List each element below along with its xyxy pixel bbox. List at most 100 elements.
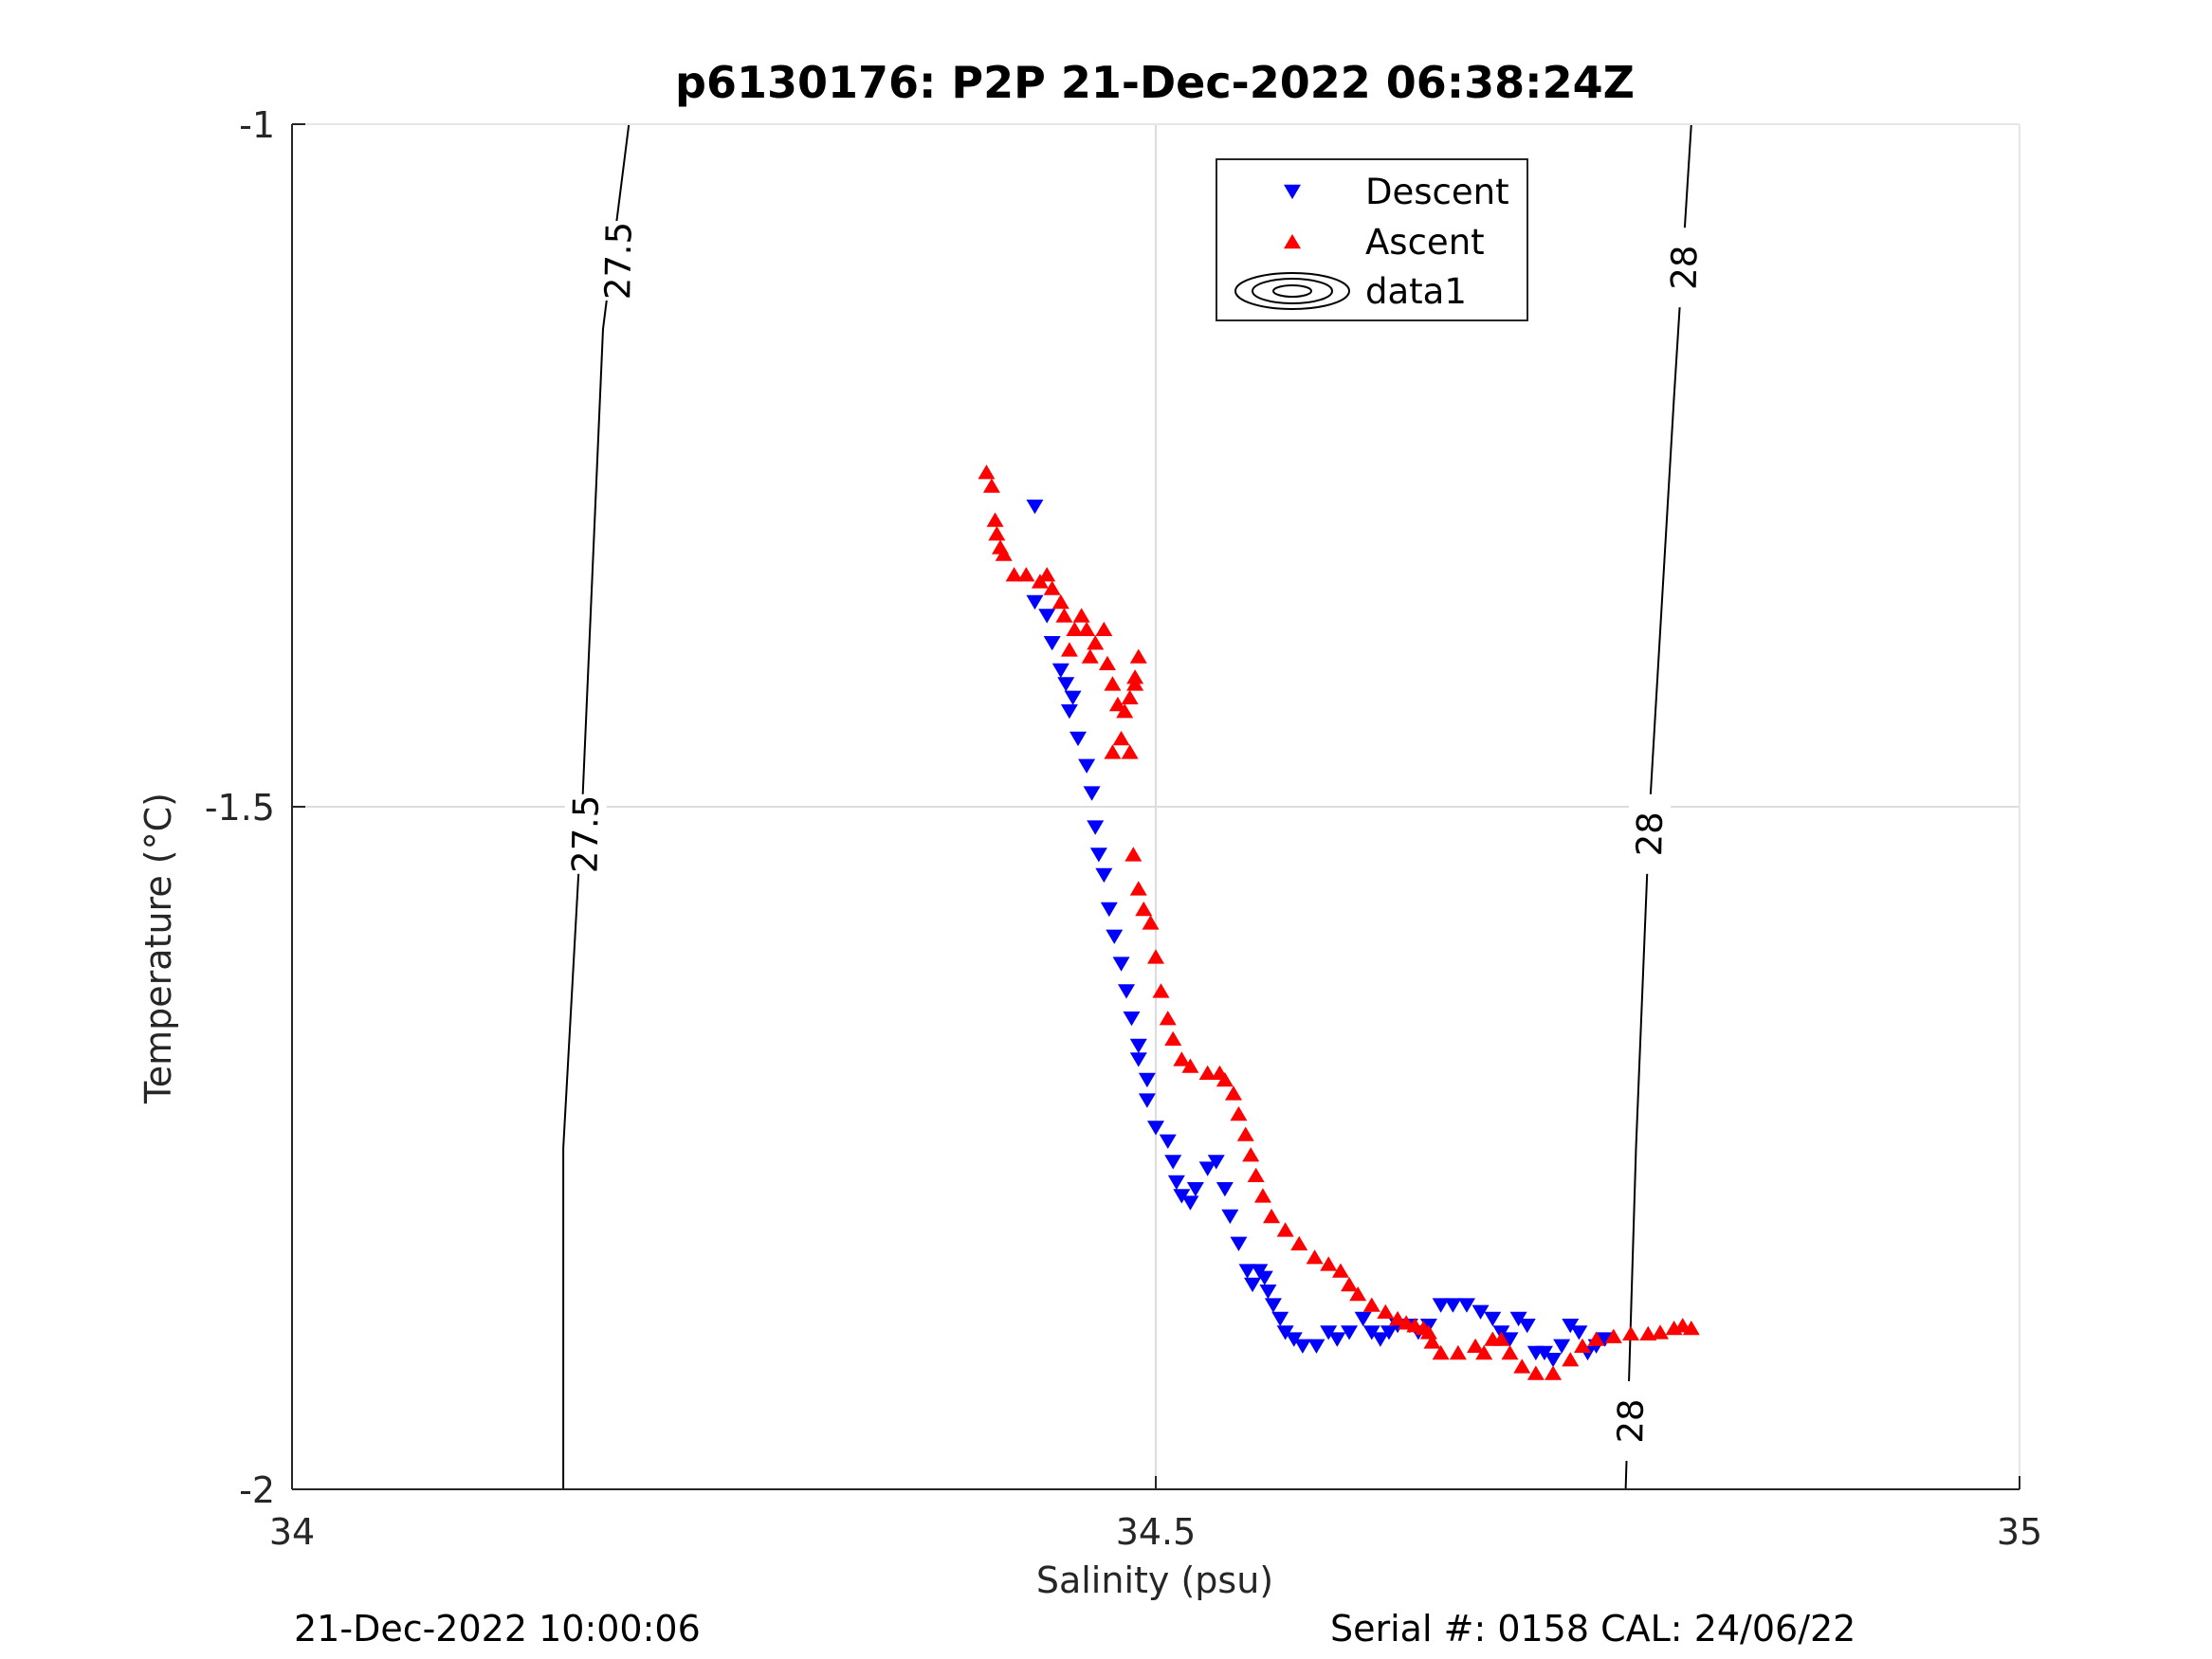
isopycnal-label-gap	[1629, 793, 1672, 874]
ascent-point	[1652, 1324, 1670, 1340]
descent-point	[1221, 1209, 1239, 1225]
descent-point	[1354, 1311, 1372, 1327]
descent-point	[1264, 1298, 1282, 1313]
ascent-point	[1078, 621, 1096, 636]
descent-point	[1106, 929, 1124, 944]
ascent-point	[1152, 983, 1170, 998]
ascent-point	[1038, 567, 1056, 582]
descent-point	[1238, 1264, 1256, 1279]
descent-point	[1444, 1298, 1462, 1313]
descent-point	[1118, 984, 1136, 999]
descent-point	[1545, 1353, 1563, 1368]
descent-point	[1432, 1298, 1450, 1313]
ascent-point	[1513, 1358, 1531, 1374]
ascent-point	[1475, 1344, 1493, 1360]
ascent-point	[1121, 744, 1139, 759]
descent-point	[1083, 786, 1101, 801]
descent-point	[1026, 500, 1044, 515]
footer-timestamp: 21-Dec-2022 10:00:06	[294, 1608, 701, 1650]
ascent-point	[1349, 1285, 1367, 1302]
ascent-point	[1173, 1051, 1191, 1066]
x-tick-label: 34.5	[1116, 1511, 1197, 1553]
isopycnal-contours: 27.5 27.5 28 28 28	[562, 123, 1706, 1490]
ascent-point	[1098, 655, 1116, 670]
descent-point	[1138, 1093, 1156, 1108]
ascent-point	[1242, 1147, 1260, 1162]
ascent-point	[1159, 1011, 1177, 1026]
ascent-point	[1492, 1331, 1510, 1346]
x-tick-label: 35	[1997, 1511, 2042, 1553]
descent-point	[1186, 1182, 1204, 1197]
ascent-point	[1341, 1276, 1359, 1292]
legend-label: data1	[1365, 271, 1467, 312]
isopycnal-label-gap	[1610, 1381, 1653, 1461]
descent-point	[1328, 1332, 1346, 1347]
descent-point	[1087, 820, 1105, 835]
ascent-point	[1043, 580, 1061, 595]
ascent-point	[1095, 621, 1113, 636]
legend-contour-icon	[1234, 272, 1350, 310]
ascent-point	[1142, 915, 1160, 930]
isopycnal-label-gap	[1663, 228, 1706, 308]
descent-point	[1276, 1325, 1294, 1340]
ascent-point	[1164, 1030, 1182, 1046]
descent-point	[1138, 1072, 1156, 1088]
ascent-point	[1501, 1344, 1519, 1360]
ascent-point	[1198, 1065, 1216, 1080]
isopycnal-label: 28	[1610, 1398, 1652, 1444]
legend-contour-ring	[1252, 278, 1333, 304]
ascent-point	[1362, 1297, 1380, 1312]
descent-point	[1371, 1332, 1389, 1347]
ascent-point	[995, 546, 1013, 561]
descent-point	[1472, 1304, 1490, 1320]
descent-point	[1043, 636, 1061, 651]
descent-point	[1553, 1339, 1571, 1354]
descent-point	[1173, 1189, 1191, 1204]
descent-point	[1535, 1345, 1553, 1361]
ascent-point	[1129, 648, 1147, 664]
ascent-point	[1639, 1325, 1657, 1341]
ascent-point	[1389, 1310, 1407, 1326]
ascent-point	[1276, 1222, 1294, 1237]
descent-point	[1159, 1134, 1177, 1149]
ascent-point	[1331, 1263, 1349, 1278]
ascent-point	[1230, 1105, 1248, 1121]
descent-point	[1167, 1175, 1185, 1191]
ascent-point	[1017, 567, 1035, 582]
axes: 34 34.5 35 -1 -1.5 -2	[205, 104, 2042, 1553]
ascent-point	[1419, 1324, 1437, 1340]
grid-lines	[291, 123, 2020, 1490]
ascent-point	[1253, 1188, 1271, 1203]
legend-contour-ring	[1234, 272, 1350, 310]
ascent-point	[1081, 648, 1099, 664]
y-axis-label: Temperature (°C)	[137, 793, 179, 1104]
descent-point	[1341, 1325, 1359, 1340]
ascent-point	[1005, 567, 1023, 582]
ascent-point	[982, 478, 1000, 493]
ascent-point	[1247, 1167, 1265, 1182]
ascent-point	[1526, 1365, 1545, 1380]
ascent-point	[1423, 1334, 1441, 1349]
ascent-point	[1224, 1085, 1242, 1101]
ascent-point	[1104, 676, 1122, 691]
ascent-point	[1129, 881, 1147, 896]
isopycnal-label: 28	[1664, 245, 1706, 290]
ascent-point	[1562, 1352, 1580, 1367]
descent-point	[1123, 1012, 1141, 1027]
isopycnal-label-gap	[564, 793, 607, 874]
descent-point	[1255, 1270, 1273, 1285]
x-tick-label: 34	[269, 1511, 315, 1553]
y-tick-label: -2	[239, 1469, 275, 1511]
legend-descent-marker	[1284, 184, 1301, 200]
descent-point	[1198, 1161, 1216, 1176]
chart-title: p6130176: P2P 21-Dec-2022 06:38:24Z	[675, 57, 1635, 108]
descent-point	[1244, 1277, 1262, 1293]
ascent-point	[1135, 901, 1153, 917]
ascent-point	[1087, 635, 1105, 650]
descent-point	[1293, 1339, 1311, 1354]
ascent-point	[1181, 1058, 1199, 1073]
ascent-point	[1545, 1365, 1563, 1380]
legend-contour-ring	[1272, 284, 1312, 298]
descent-point	[1570, 1325, 1588, 1340]
ascent-point	[1432, 1344, 1450, 1360]
